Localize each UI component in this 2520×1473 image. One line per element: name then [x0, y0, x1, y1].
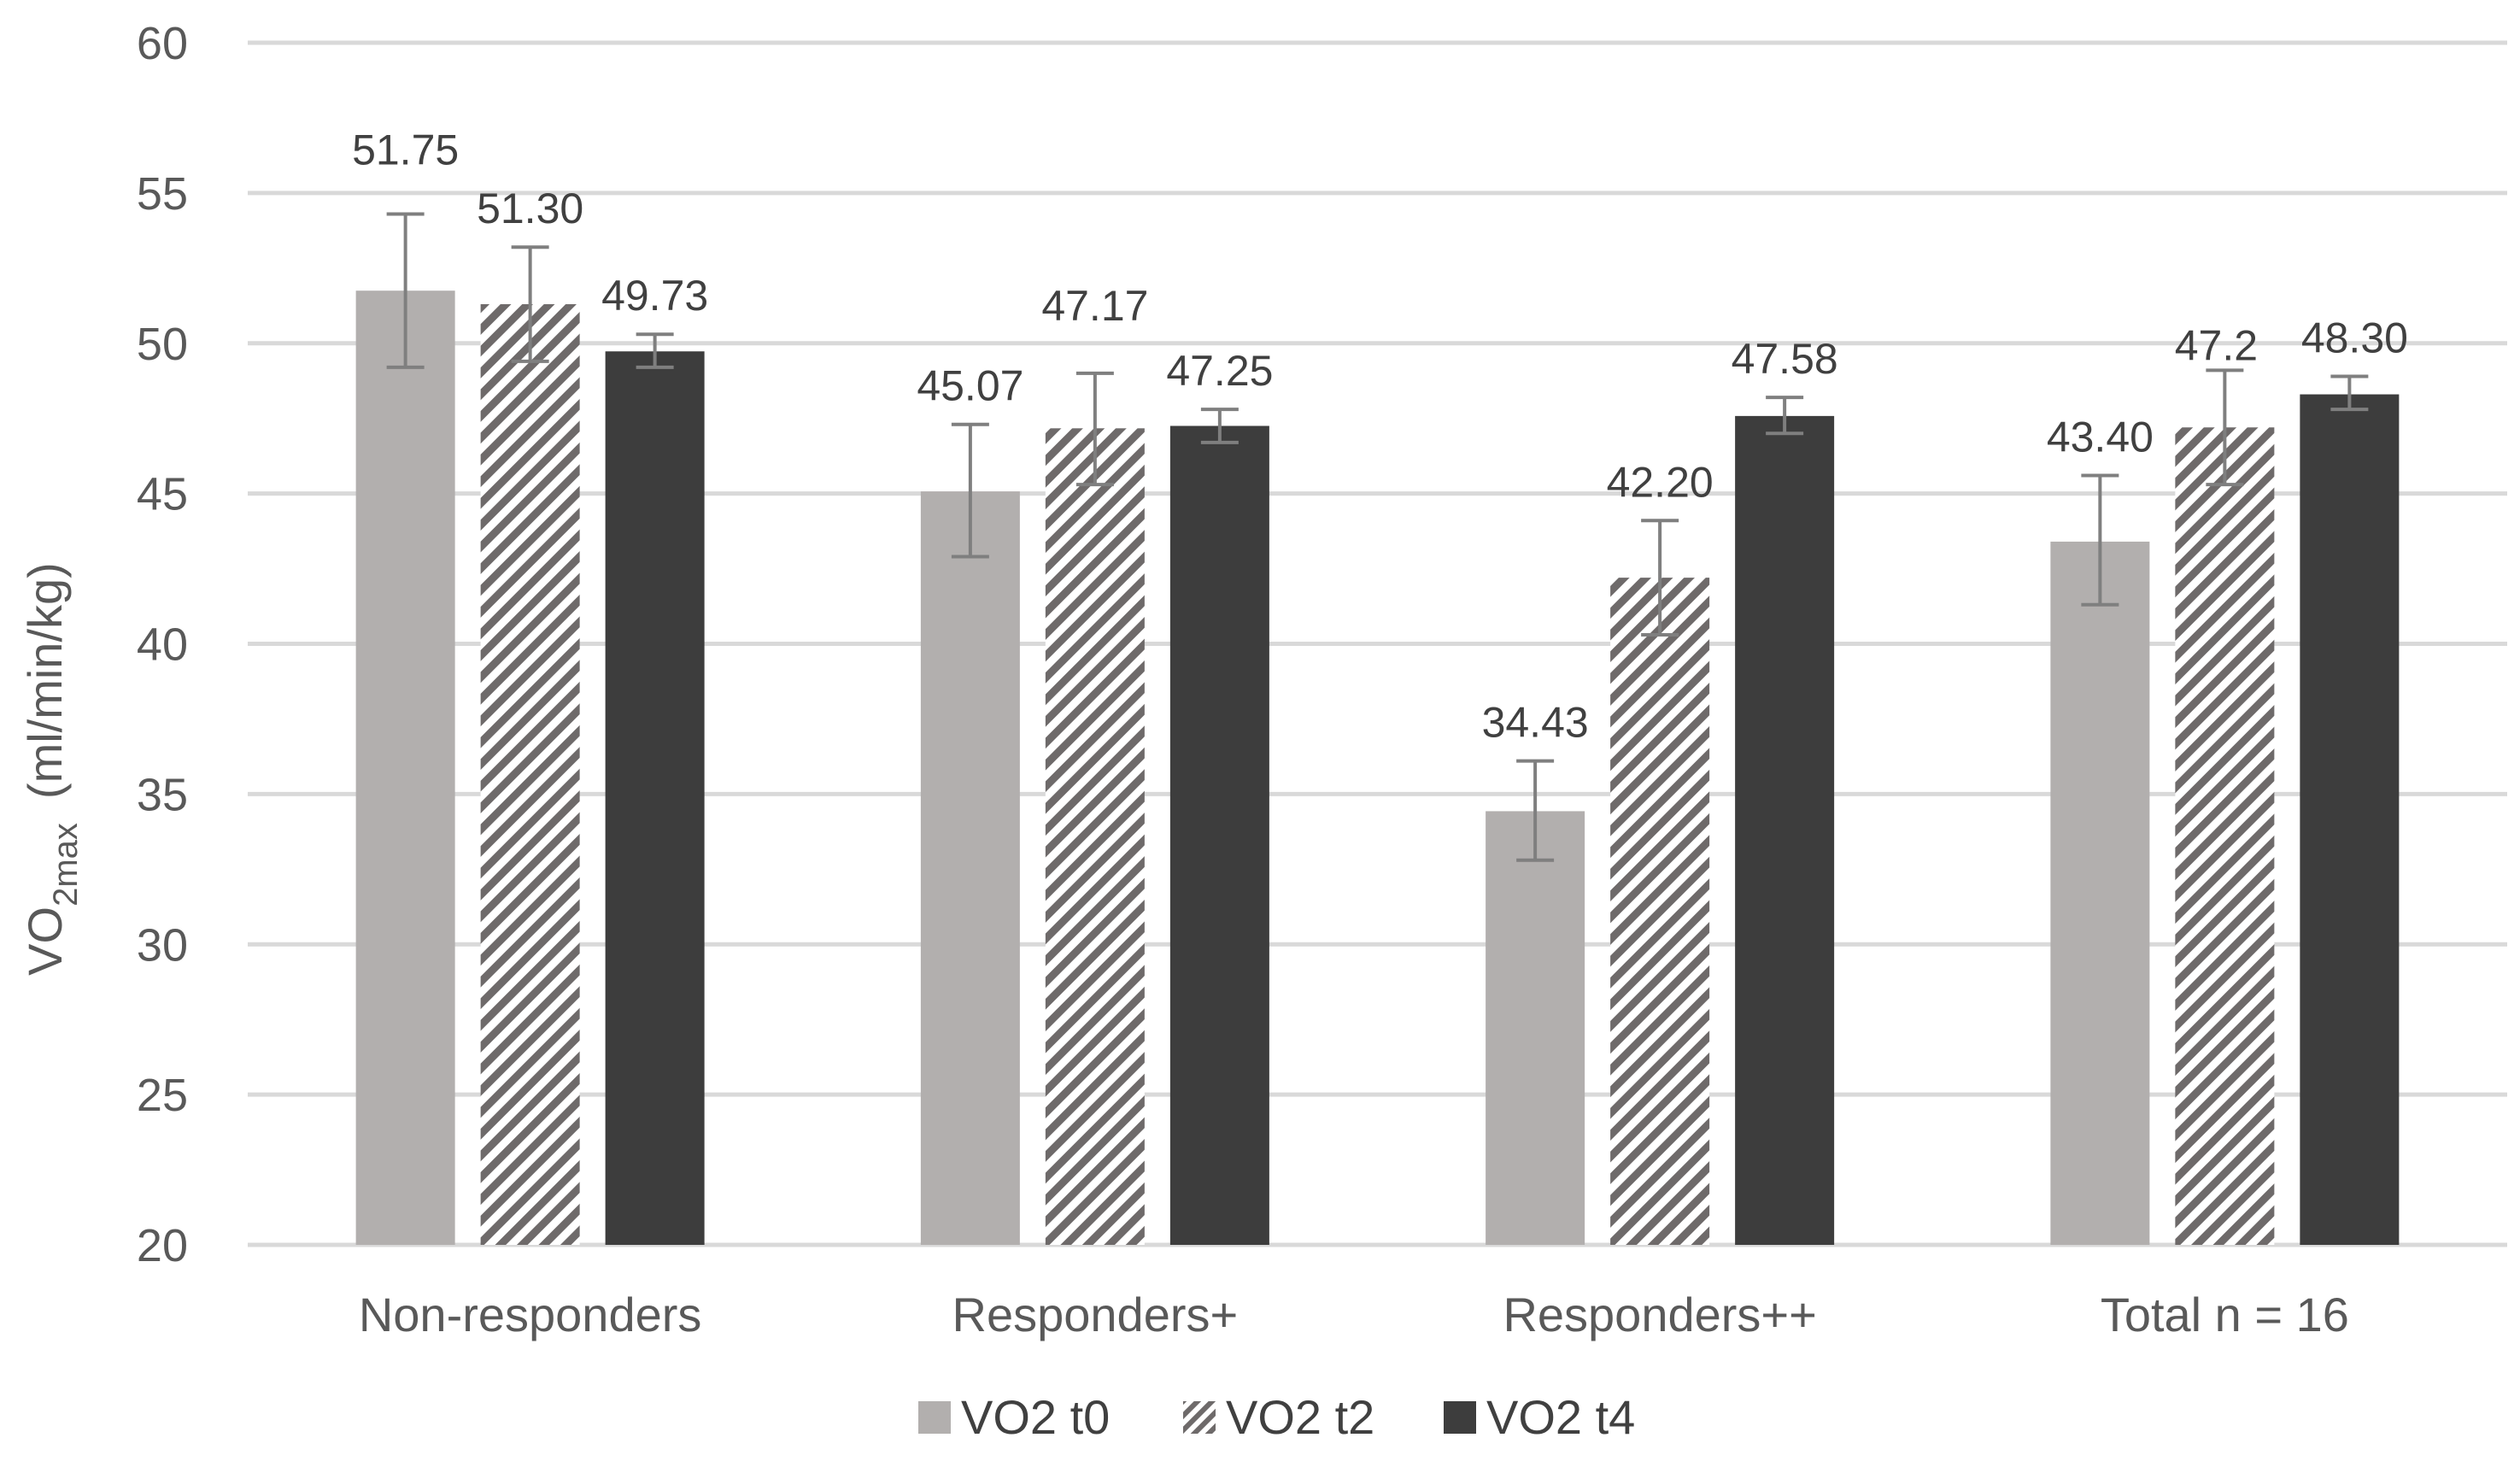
- data-label: 49.73: [601, 272, 708, 320]
- data-label: 47.58: [1732, 335, 1838, 383]
- bar-vo2-t4-1: [1169, 425, 1269, 1245]
- y-tick-label: 30: [137, 919, 188, 971]
- legend-label: VO2 t4: [1486, 1390, 1635, 1444]
- y-tick-label: 40: [137, 619, 188, 671]
- data-label: 45.07: [917, 362, 1023, 410]
- bar-vo2-t0-3: [2050, 541, 2150, 1245]
- x-axis-categories: Non-responders Responders+ Responders++ Tot…: [359, 1288, 2349, 1341]
- error-bar: [2081, 473, 2119, 607]
- error-bar: [1200, 408, 1239, 444]
- x-tick-label: Non-responders: [359, 1288, 702, 1341]
- legend-swatch: [1444, 1401, 1476, 1434]
- bar-vo2-t0-2: [1486, 811, 1585, 1245]
- bar-vo2-t2-2: [1610, 578, 1710, 1245]
- bar-vo2-t0-0: [355, 290, 455, 1246]
- error-bar: [2206, 368, 2244, 487]
- y-tick-label: 50: [137, 319, 188, 370]
- y-axis-title: VO2max (ml/min/kg): [18, 562, 85, 976]
- data-label: 51.30: [477, 185, 583, 232]
- error-bars: [386, 212, 2369, 862]
- bar-vo2-t4-2: [1735, 415, 1835, 1245]
- y-tick-label: 60: [137, 18, 188, 69]
- data-label: 48.30: [2301, 314, 2408, 361]
- bar-vo2-t0-1: [920, 491, 1020, 1245]
- bar-vo2-t4-0: [605, 351, 705, 1245]
- y-tick-label: 25: [137, 1070, 188, 1121]
- error-bar: [1641, 519, 1679, 637]
- legend-item: VO2 t2: [1183, 1390, 1374, 1444]
- y-tick-label: 45: [137, 469, 188, 520]
- legend-swatch: [1183, 1401, 1216, 1434]
- data-label: 43.40: [2047, 414, 2154, 461]
- legend-swatch: [918, 1401, 951, 1434]
- error-bar: [2330, 374, 2369, 412]
- y-axis-label-subscript: 2max: [47, 823, 85, 907]
- x-tick-label: Responders+: [952, 1288, 1239, 1341]
- bar-vo2-t2-0: [480, 304, 580, 1246]
- legend: VO2 t0 VO2 t2 VO2 t4: [918, 1390, 1635, 1444]
- data-label: 47.25: [1166, 347, 1273, 395]
- error-bar: [1516, 759, 1555, 862]
- data-label: 51.75: [352, 126, 459, 173]
- y-axis-ticks: 20 25 30 35 40 45 50 55 60: [137, 18, 188, 1271]
- data-label: 42.20: [1607, 458, 1714, 506]
- error-bar: [636, 332, 674, 369]
- y-tick-label: 55: [137, 168, 188, 220]
- error-bar: [511, 245, 549, 363]
- y-axis-label-base: VO: [18, 907, 72, 976]
- gridlines: [248, 40, 2507, 1247]
- x-tick-label: Responders++: [1503, 1288, 1816, 1341]
- bar-vo2-t2-1: [1045, 428, 1145, 1245]
- error-bar: [951, 422, 989, 559]
- legend-label: VO2 t0: [961, 1390, 1110, 1444]
- y-axis-label: VO2max (ml/min/kg): [18, 562, 85, 976]
- legend-label: VO2 t2: [1226, 1390, 1374, 1444]
- y-tick-label: 35: [137, 769, 188, 820]
- data-label: 47.2: [2175, 321, 2258, 369]
- bar-vo2-t2-3: [2175, 427, 2275, 1245]
- y-tick-label: 20: [137, 1220, 188, 1271]
- data-label: 34.43: [1482, 699, 1589, 747]
- data-labels: 51.75 51.30 49.73 45.07 47.17 47.25 34.43 42.20…: [352, 126, 2408, 746]
- legend-item: VO2 t0: [918, 1390, 1110, 1444]
- y-axis-label-unit: (ml/min/kg): [18, 562, 72, 799]
- bar-vo2-t4-3: [2300, 394, 2400, 1245]
- bars: [355, 290, 2400, 1246]
- data-label: 47.17: [1041, 282, 1148, 330]
- x-tick-label: Total n = 16: [2101, 1288, 2349, 1341]
- error-bar: [386, 212, 425, 369]
- error-bar: [1075, 371, 1114, 487]
- error-bar: [1766, 396, 1804, 436]
- legend-item: VO2 t4: [1444, 1390, 1635, 1444]
